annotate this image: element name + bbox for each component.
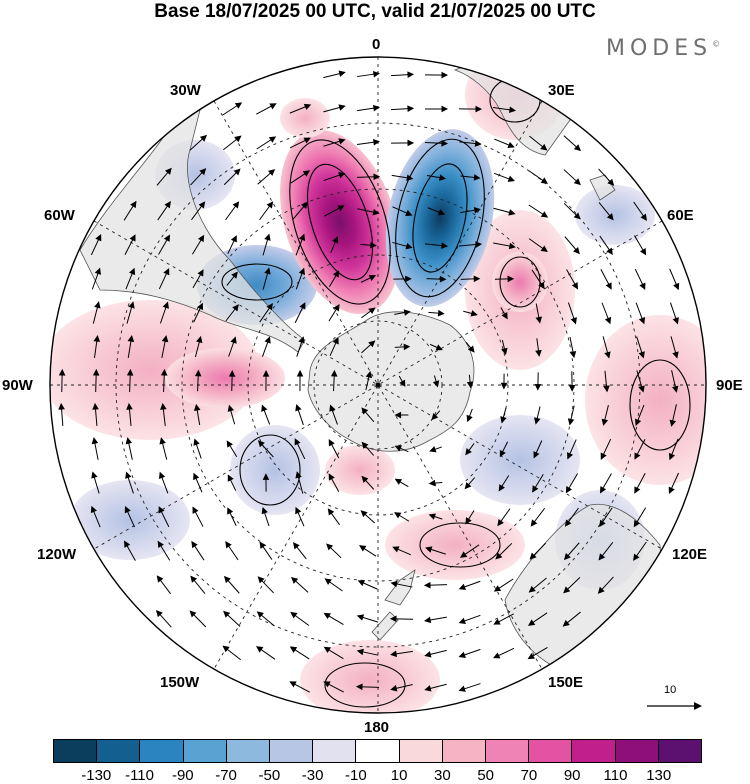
colorbar-swatch [97,740,140,762]
colorbar [53,739,702,763]
lon-label-90e: 90E [716,378,743,394]
lon-label-60w: 60W [44,208,75,224]
lon-label-30e: 30E [548,83,575,99]
colorbar-tick-label: -30 [302,767,324,784]
colorbar-tick-label: 130 [646,767,671,784]
colorbar-swatch [529,740,572,762]
colorbar-swatch [227,740,270,762]
colorbar-tick-label: 90 [564,767,581,784]
colorbar-swatch [572,740,615,762]
lon-label-150w: 150W [160,675,199,691]
colorbar-tick-label: -90 [172,767,194,784]
anomaly-positive-region [165,348,285,408]
colorbar-swatch [313,740,356,762]
lon-label-150e: 150E [548,675,583,691]
colorbar-swatch [443,740,486,762]
anomaly-positive-region [585,315,735,485]
reference-vector [647,702,702,710]
colorbar-swatch [270,740,313,762]
colorbar-swatch [140,740,183,762]
colorbar-swatch [400,740,443,762]
lon-label-90w: 90W [2,378,33,394]
colorbar-tick-label: 110 [603,767,627,784]
lon-label-120w: 120W [37,547,76,563]
colorbar-swatch [486,740,529,762]
colorbar-tick-label: -110 [125,767,154,784]
colorbar-swatch [616,740,659,762]
colorbar-tick-label: -130 [81,767,111,784]
south-pole-marker [376,383,381,388]
colorbar-tick-label: 50 [477,767,494,784]
colorbar-tick-label: -50 [258,767,280,784]
colorbar-swatch [356,740,399,762]
reference-vector-label: 10 [664,684,676,696]
colorbar-swatch [659,740,701,762]
lon-label-180: 180 [364,720,389,736]
lon-label-0: 0 [372,37,380,53]
colorbar-tick-label: 70 [521,767,538,784]
colorbar-tick-label: 30 [434,767,451,784]
anomaly-negative-region [70,480,190,560]
colorbar-tick-label: 10 [391,767,408,784]
lon-label-30w: 30W [170,83,201,99]
colorbar-tick-label: -10 [345,767,367,784]
anomaly-positive-region [385,510,525,580]
colorbar-swatch [54,740,97,762]
lon-label-60e: 60E [667,208,694,224]
anomaly-negative-region [230,425,320,515]
colorbar-swatch [184,740,227,762]
lon-label-120e: 120E [672,547,707,563]
colorbar-tick-label: -70 [215,767,237,784]
